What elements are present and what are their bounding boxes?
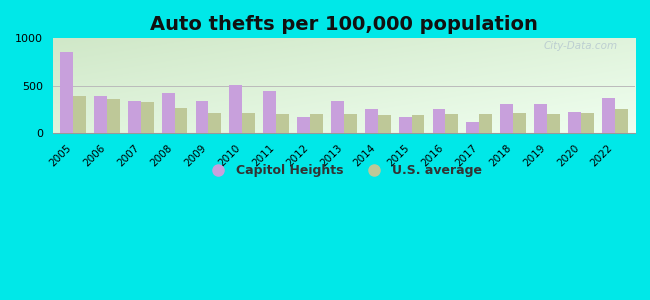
Bar: [615, 109, 627, 133]
Bar: [467, 122, 479, 133]
Bar: [602, 98, 615, 133]
Bar: [378, 115, 391, 133]
Bar: [175, 108, 187, 133]
Bar: [107, 99, 120, 133]
Bar: [411, 115, 424, 133]
Legend: Capitol Heights, U.S. average: Capitol Heights, U.S. average: [201, 159, 487, 182]
Bar: [479, 114, 492, 133]
Bar: [276, 114, 289, 133]
Bar: [344, 114, 357, 133]
Bar: [445, 114, 458, 133]
Bar: [500, 104, 513, 133]
Text: City-Data.com: City-Data.com: [543, 41, 618, 51]
Bar: [331, 101, 344, 133]
Bar: [229, 85, 242, 133]
Bar: [398, 117, 411, 133]
Bar: [547, 114, 560, 133]
Bar: [534, 104, 547, 133]
Bar: [209, 113, 221, 133]
Bar: [128, 101, 141, 133]
Bar: [310, 114, 323, 133]
Bar: [196, 101, 209, 133]
Bar: [94, 96, 107, 133]
Bar: [263, 91, 276, 133]
Bar: [141, 102, 153, 133]
Bar: [581, 113, 593, 133]
Bar: [432, 109, 445, 133]
Bar: [73, 96, 86, 133]
Bar: [365, 109, 378, 133]
Bar: [568, 112, 581, 133]
Bar: [297, 117, 310, 133]
Bar: [242, 113, 255, 133]
Bar: [60, 52, 73, 133]
Title: Auto thefts per 100,000 population: Auto thefts per 100,000 population: [150, 15, 538, 34]
Bar: [513, 113, 526, 133]
Bar: [162, 93, 175, 133]
